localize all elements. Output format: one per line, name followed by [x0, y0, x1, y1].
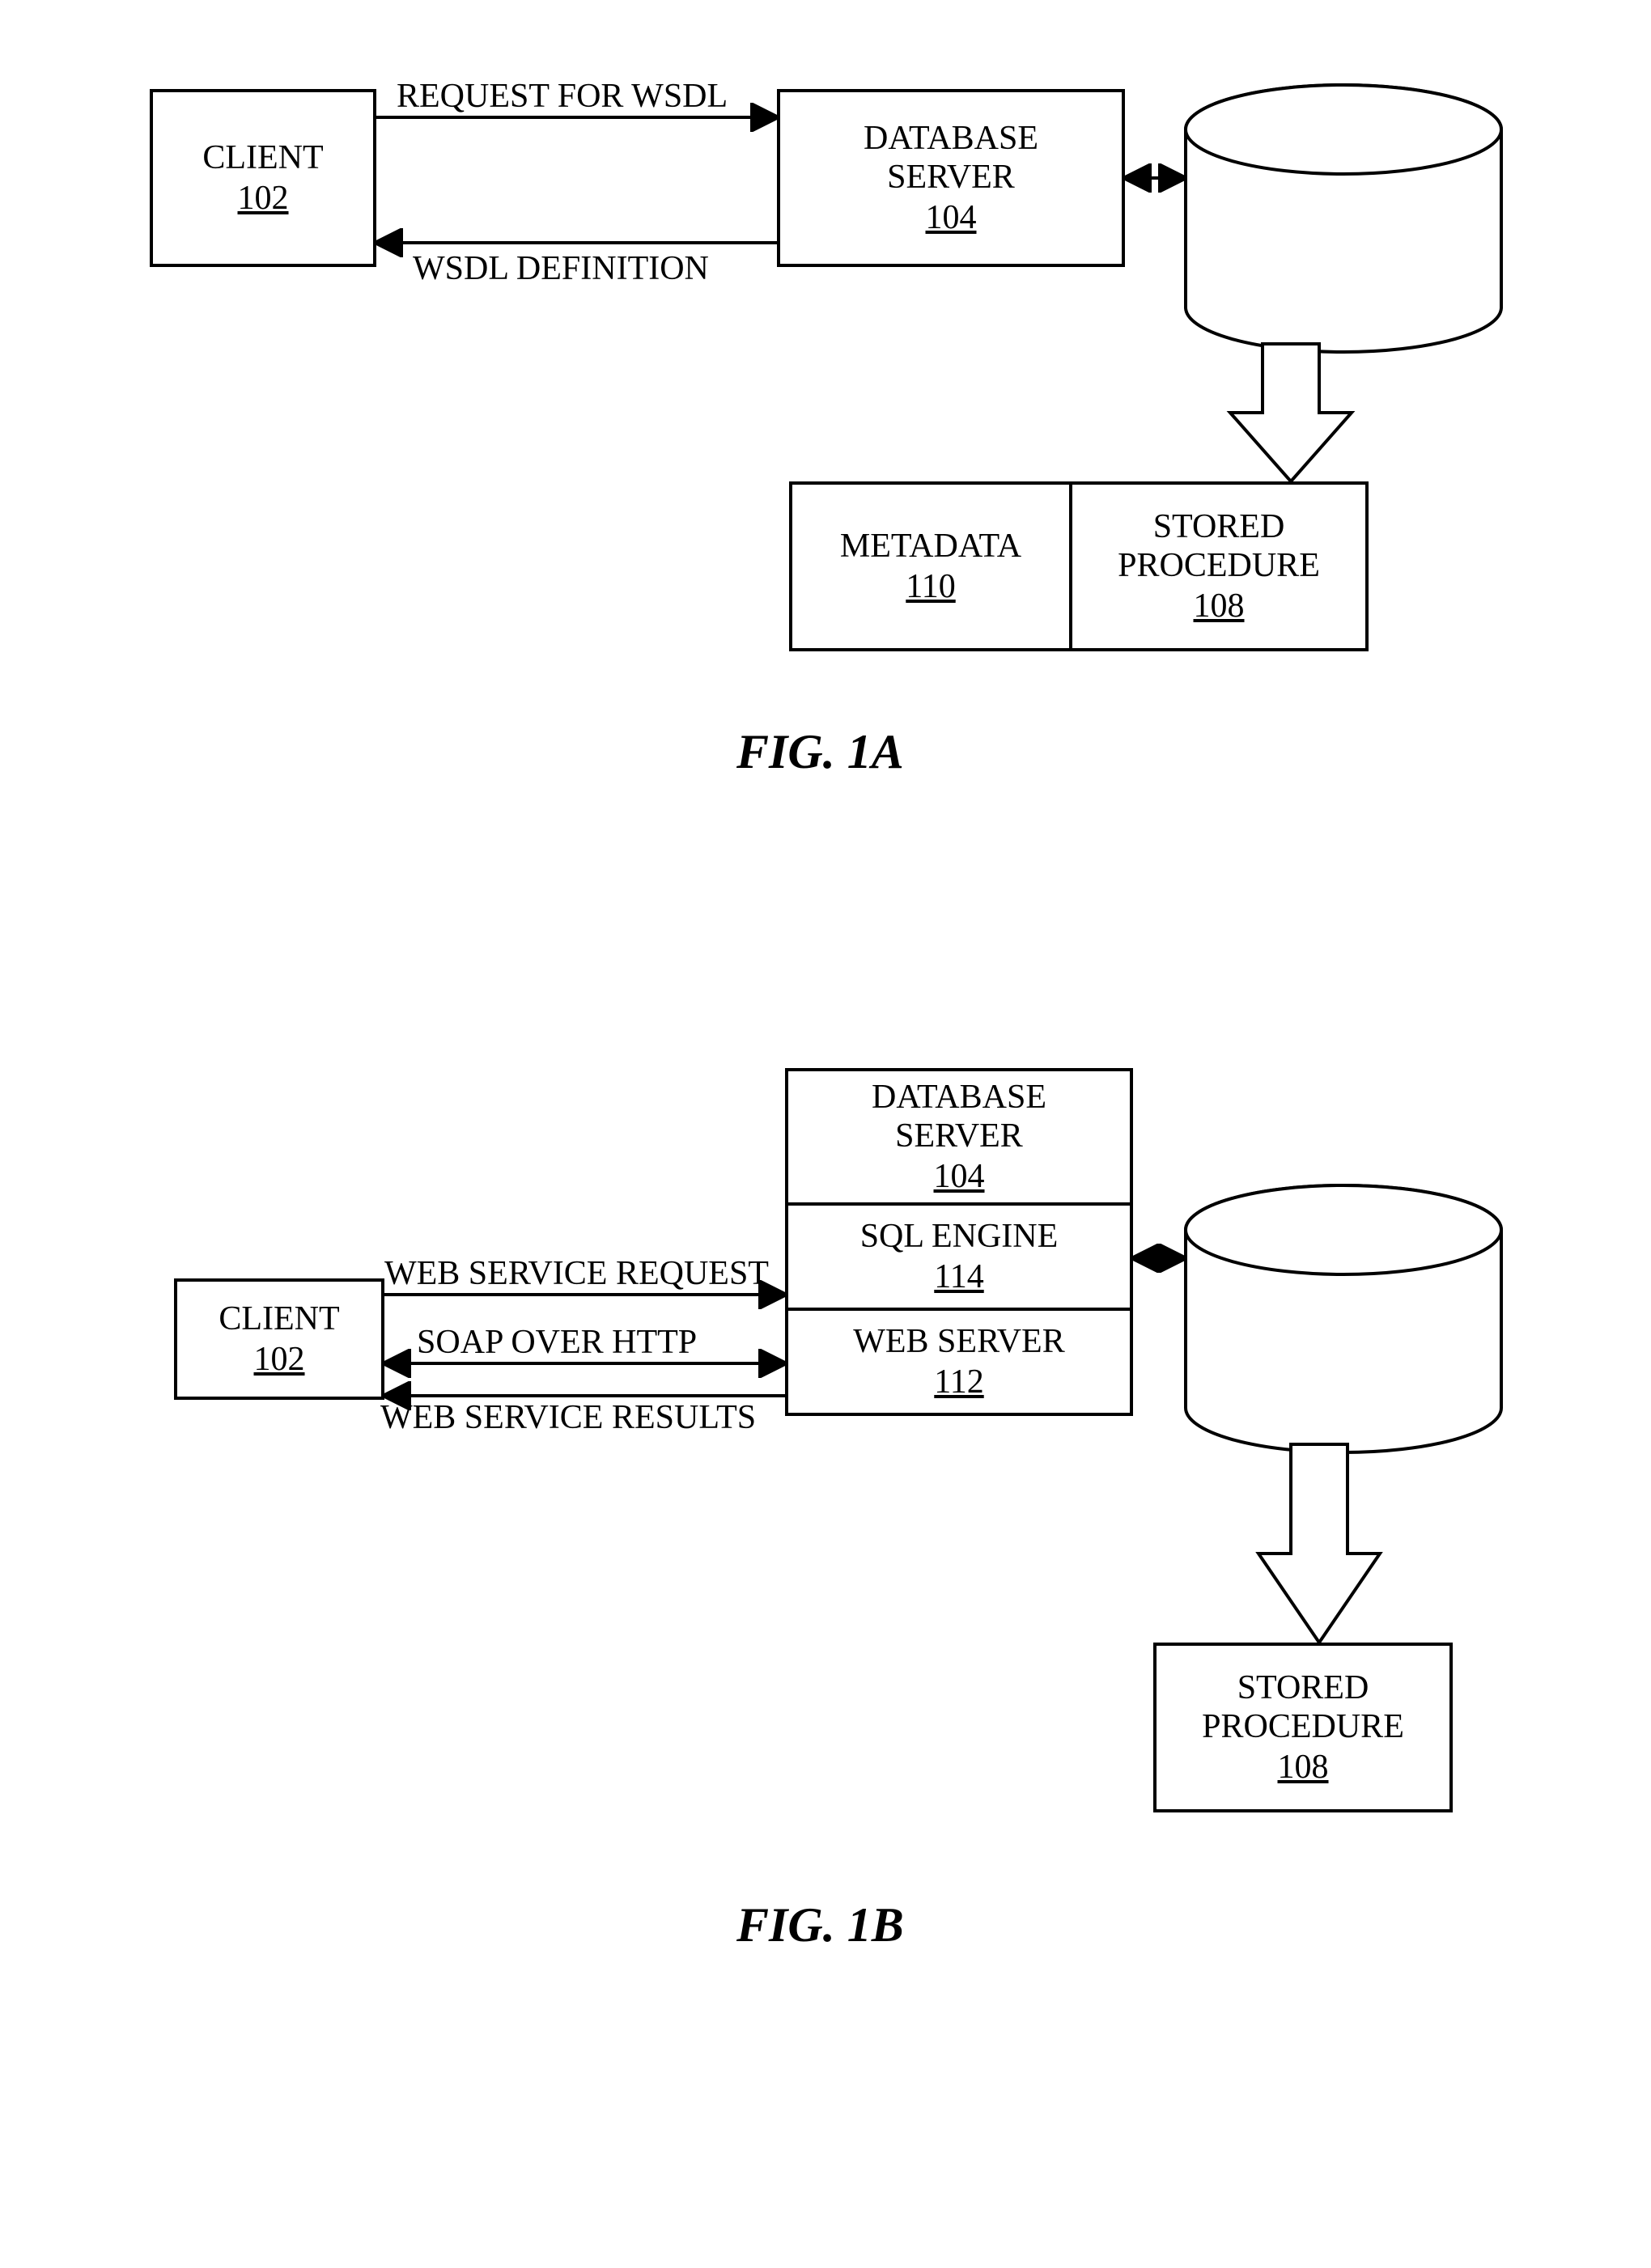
figB-req-arrow-label: WEB SERVICE REQUEST: [384, 1254, 769, 1293]
figB-sqlengine-num: 114: [934, 1257, 983, 1296]
figB-storedproc-box: STOREDPROCEDURE 108: [1153, 1643, 1453, 1812]
figB-storedproc-num: 108: [1278, 1748, 1329, 1787]
figA-storedproc-num: 108: [1194, 587, 1245, 625]
figB-database-label: DATABASE: [1254, 1270, 1429, 1309]
figB-webserver-box: WEB SERVER 112: [785, 1308, 1133, 1416]
figA-block-arrow: [1230, 344, 1352, 481]
figA-client-label: CLIENT: [202, 138, 323, 177]
figB-dbserver-box: DATABASESERVER 104: [785, 1068, 1133, 1206]
figA-caption: FIG. 1A: [736, 724, 904, 780]
figB-dbserver-num: 104: [934, 1157, 985, 1196]
figA-database-num: 106: [1315, 212, 1366, 251]
figB-client-num: 102: [254, 1340, 305, 1379]
figA-metadata-num: 110: [906, 567, 955, 606]
figA-client-num: 102: [238, 179, 289, 218]
figB-client-label: CLIENT: [219, 1299, 339, 1338]
figB-webserver-num: 112: [934, 1363, 983, 1401]
figA-metadata-label: METADATA: [840, 527, 1021, 566]
figA-client-box: CLIENT 102: [150, 89, 376, 267]
figB-database-num: 106: [1315, 1312, 1366, 1351]
figA-storedproc-label: STOREDPROCEDURE: [1118, 507, 1320, 586]
page: CLIENT 102 DATABASESERVER 104 METADATA 1…: [32, 32, 1651, 2236]
figB-mid-arrow-label: SOAP OVER HTTP: [417, 1323, 697, 1362]
figA-req-arrow-label: REQUEST FOR WSDL: [397, 77, 728, 116]
figB-webserver-label: WEB SERVER: [853, 1322, 1064, 1361]
figA-storedproc-box: STOREDPROCEDURE 108: [1069, 481, 1369, 651]
figA-resp-arrow-label: WSDL DEFINITION: [413, 249, 709, 288]
figB-client-box: CLIENT 102: [174, 1278, 384, 1400]
figA-dbserver-label: DATABASESERVER: [864, 119, 1038, 197]
figB-storedproc-label: STOREDPROCEDURE: [1202, 1668, 1404, 1747]
figB-sqlengine-label: SQL ENGINE: [860, 1217, 1059, 1256]
figB-sqlengine-box: SQL ENGINE 114: [785, 1202, 1133, 1311]
figA-dbserver-box: DATABASESERVER 104: [777, 89, 1125, 267]
figA-dbserver-num: 104: [926, 198, 977, 237]
figB-block-arrow: [1258, 1444, 1380, 1643]
figB-resp-arrow-label: WEB SERVICE RESULTS: [380, 1398, 756, 1437]
figB-caption: FIG. 1B: [736, 1897, 904, 1953]
figB-dbserver-label: DATABASESERVER: [872, 1078, 1046, 1156]
figA-metadata-box: METADATA 110: [789, 481, 1072, 651]
figA-database-label: DATABASE: [1254, 170, 1429, 209]
